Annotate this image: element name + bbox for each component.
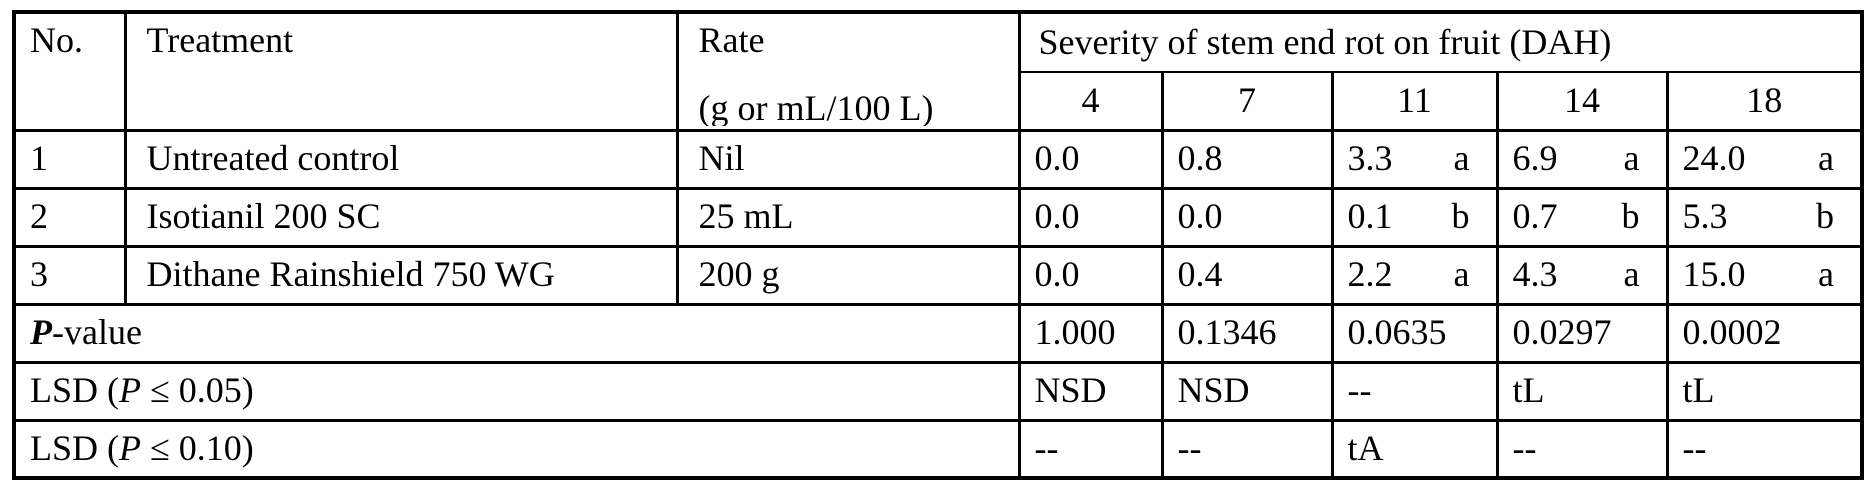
pvalue-cell-18: 0.0002 — [1665, 302, 1864, 364]
lsd010-cell-4: -- — [1017, 418, 1164, 480]
lsd005-cell-18: tL — [1665, 360, 1864, 422]
cell-no: 3 — [12, 244, 127, 306]
cell-no: 2 — [12, 186, 127, 248]
sig-letter: a — [1818, 138, 1834, 179]
header-dah-18: 18 — [1665, 71, 1864, 132]
lsd005-cell-14: tL — [1495, 360, 1669, 422]
lsd005-label-post: ≤ 0.05) — [141, 370, 254, 411]
pvalue-row: P-value 1.000 0.1346 0.0635 0.0297 0.000… — [12, 302, 1864, 364]
header-row-1: No. Treatment Rate (g or mL/100 L) Sever… — [12, 10, 1864, 132]
cell-dah-7: 0.4 — [1160, 244, 1334, 306]
severity-value: 5.3 — [1682, 196, 1728, 237]
header-no-label: No. — [30, 20, 83, 60]
severity-value: 4.3 — [1512, 254, 1558, 295]
header-dah-4: 4 — [1017, 71, 1164, 132]
cell-dah-7: 0.0 — [1160, 186, 1334, 248]
lsd005-label-p: P — [119, 370, 141, 411]
sig-letter: a — [1623, 138, 1640, 179]
cell-dah-18: 5.3 b — [1665, 186, 1864, 248]
sig-letter: b — [1816, 196, 1834, 237]
table-row: 1 Untreated control Nil 0.0 0.8 3.3 a 6.9… — [12, 128, 1864, 190]
pvalue-label: P-value — [12, 302, 1021, 364]
pvalue-label-rest: -value — [52, 312, 142, 353]
lsd010-label-pre: LSD ( — [30, 428, 119, 469]
cell-treatment: Untreated control — [123, 128, 679, 190]
sig-letter: b — [1621, 196, 1640, 237]
sig-letter: a — [1623, 254, 1640, 295]
severity-value: 6.9 — [1512, 138, 1558, 179]
lsd005-label-pre: LSD ( — [30, 370, 119, 411]
lsd010-row: LSD (P ≤ 0.10) -- -- tA -- -- — [12, 418, 1864, 480]
severity-value: 15.0 — [1682, 254, 1746, 295]
cell-dah-14: 6.9 a — [1495, 128, 1669, 190]
header-rate-wrap: Rate (g or mL/100 L) — [698, 20, 1017, 126]
cell-dah-18: 15.0 a — [1665, 244, 1864, 306]
lsd005-label: LSD (P ≤ 0.05) — [12, 360, 1021, 422]
cell-no: 1 — [12, 128, 127, 190]
severity-value: 24.0 — [1682, 138, 1746, 179]
header-dah-7: 7 — [1160, 71, 1334, 132]
pvalue-cell-11: 0.0635 — [1330, 302, 1499, 364]
header-rate-label: Rate — [698, 20, 765, 60]
cell-rate: 25 mL — [675, 186, 1021, 248]
pvalue-cell-7: 0.1346 — [1160, 302, 1334, 364]
header-severity-label: Severity of stem end rot on fruit (DAH) — [1038, 21, 1612, 62]
header-treatment-label: Treatment — [146, 20, 294, 60]
lsd005-row: LSD (P ≤ 0.05) NSD NSD -- tL tL — [12, 360, 1864, 422]
sig-letter: b — [1451, 196, 1470, 237]
header-dah-11: 11 — [1330, 71, 1499, 132]
lsd010-cell-18: -- — [1665, 418, 1864, 480]
cell-rate: 200 g — [675, 244, 1021, 306]
cell-dah-18: 24.0 a — [1665, 128, 1864, 190]
cell-dah-4: 0.0 — [1017, 186, 1164, 248]
cell-rate: Nil — [675, 128, 1021, 190]
severity-value: 0.8 — [1177, 138, 1223, 179]
pvalue-cell-14: 0.0297 — [1495, 302, 1669, 364]
lsd005-cell-11: -- — [1330, 360, 1499, 422]
table-row: 2 Isotianil 200 SC 25 mL 0.0 0.0 0.1 b 0.… — [12, 186, 1864, 248]
header-treatment: Treatment — [123, 10, 679, 132]
cell-dah-11: 0.1 b — [1330, 186, 1499, 248]
cell-dah-4: 0.0 — [1017, 128, 1164, 190]
lsd010-cell-7: -- — [1160, 418, 1334, 480]
header-no: No. — [12, 10, 127, 132]
severity-value: 0.0 — [1034, 196, 1080, 237]
severity-value: 0.0 — [1177, 196, 1223, 237]
lsd010-label-p: P — [119, 428, 141, 469]
severity-value: 0.7 — [1512, 196, 1558, 237]
header-severity-group: Severity of stem end rot on fruit (DAH) — [1017, 10, 1864, 73]
header-rate-unit: (g or mL/100 L) — [698, 88, 934, 126]
header-row-2: 4 7 11 14 18 — [14, 71, 1864, 132]
severity-value: 0.4 — [1177, 254, 1223, 295]
cell-treatment: Dithane Rainshield 750 WG — [123, 244, 679, 306]
severity-value: 3.3 — [1347, 138, 1393, 179]
sig-letter: a — [1818, 254, 1834, 295]
cell-dah-11: 3.3 a — [1330, 128, 1499, 190]
severity-value: 0.0 — [1034, 254, 1080, 295]
cell-treatment: Isotianil 200 SC — [123, 186, 679, 248]
lsd010-label: LSD (P ≤ 0.10) — [12, 418, 1021, 480]
cell-dah-14: 0.7 b — [1495, 186, 1669, 248]
cell-dah-14: 4.3 a — [1495, 244, 1669, 306]
severity-value: 2.2 — [1347, 254, 1393, 295]
header-dah-14: 14 — [1495, 71, 1669, 132]
pvalue-label-p: P — [30, 312, 52, 353]
sig-letter: a — [1453, 254, 1470, 295]
cell-dah-4: 0.0 — [1017, 244, 1164, 306]
lsd005-cell-7: NSD — [1160, 360, 1334, 422]
severity-value: 0.0 — [1034, 138, 1080, 179]
table-row: 3 Dithane Rainshield 750 WG 200 g 0.0 0.… — [12, 244, 1864, 306]
header-rate: Rate (g or mL/100 L) — [675, 10, 1021, 132]
cell-dah-11: 2.2 a — [1330, 244, 1499, 306]
lsd010-cell-14: -- — [1495, 418, 1669, 480]
sig-letter: a — [1453, 138, 1470, 179]
pvalue-cell-4: 1.000 — [1017, 302, 1164, 364]
lsd005-cell-4: NSD — [1017, 360, 1164, 422]
results-table: No. Treatment Rate (g or mL/100 L) Sever… — [12, 10, 1864, 480]
lsd010-cell-11: tA — [1330, 418, 1499, 480]
lsd010-label-post: ≤ 0.10) — [141, 428, 254, 469]
cell-dah-7: 0.8 — [1160, 128, 1334, 190]
severity-value: 0.1 — [1347, 196, 1393, 237]
